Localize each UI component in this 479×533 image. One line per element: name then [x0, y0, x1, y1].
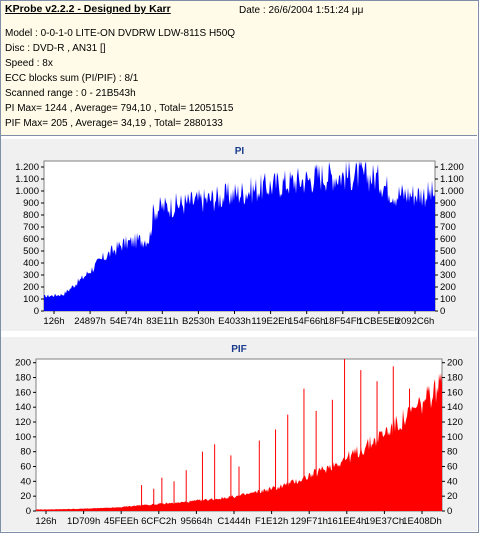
series-area	[44, 161, 435, 311]
x-tick-label: 54E74h	[110, 316, 143, 327]
y-tick-label-right: 1.200	[440, 162, 464, 173]
y-tick-label-right: 200	[447, 358, 463, 369]
y-tick-label-left: 80	[20, 447, 31, 458]
y-tick-label-left: 0	[34, 306, 39, 317]
y-tick-label-left: 900	[23, 198, 39, 209]
y-tick-label-right: 20	[447, 491, 458, 502]
y-tick-label-right: 140	[447, 402, 463, 413]
pif-summary-line: PIF Max= 205 , Average= 34,19 , Total= 2…	[5, 118, 223, 129]
x-tick-label: 2092C6h	[396, 316, 435, 327]
chart-title: PIF	[231, 344, 247, 355]
x-tick-label: 24897h	[74, 316, 106, 327]
y-tick-label-right: 0	[440, 306, 445, 317]
x-tick-label: F1E12h	[255, 516, 288, 527]
pi-chart-panel: PI 0 0 100 100 200 200 300 300 400 400 500 500 600 600…	[1, 139, 477, 331]
y-tick-label-right: 1.100	[440, 174, 464, 185]
range-line: Scanned range : 0 - 21B543h	[5, 88, 136, 99]
y-tick-label-left: 300	[23, 270, 39, 281]
y-tick-label-right: 200	[440, 282, 456, 293]
x-tick-label: B2530h	[182, 316, 215, 327]
x-tick-label: 129F71h	[290, 516, 328, 527]
y-tick-label-right: 1.000	[440, 186, 464, 197]
x-tick-label: 1CBE5Eh	[358, 316, 400, 327]
y-tick-label-left: 1.100	[15, 174, 39, 185]
y-tick-label-left: 140	[15, 402, 31, 413]
y-tick-label-right: 800	[440, 210, 456, 221]
x-tick-label: 154F66h	[288, 316, 326, 327]
y-tick-label-left: 60	[20, 462, 31, 473]
y-tick-label-right: 180	[447, 373, 463, 384]
y-tick-label-right: 40	[447, 476, 458, 487]
chart-title: PI	[235, 146, 245, 157]
info-panel: KProbe v2.2.2 - Designed by Karr Date : …	[1, 1, 477, 136]
scan-date: Date : 26/6/2004 1:51:24 μμ	[239, 5, 364, 16]
y-tick-label-left: 20	[20, 491, 31, 502]
x-tick-label: E4033h	[218, 316, 251, 327]
y-tick-label-right: 300	[440, 270, 456, 281]
y-tick-label-left: 160	[15, 387, 31, 398]
x-tick-label: 119E2Eh	[251, 316, 289, 327]
series-area	[36, 373, 442, 511]
y-tick-label-left: 400	[23, 258, 39, 269]
speed-line: Speed : 8x	[5, 58, 53, 69]
y-tick-label-left: 120	[15, 417, 31, 428]
y-tick-label-left: 200	[15, 358, 31, 369]
y-tick-label-left: 100	[23, 294, 39, 305]
y-tick-label-left: 500	[23, 246, 39, 257]
y-tick-label-left: 100	[15, 432, 31, 443]
pif-chart: PIF 0 0 20 20 40 40 60 60 80 80 100 100 120 120 140 140 1…	[15, 344, 463, 527]
x-tick-label: 6CFC2h	[141, 516, 176, 527]
y-tick-label-right: 700	[440, 222, 456, 233]
y-tick-label-left: 700	[23, 222, 39, 233]
x-tick-label: 18F54Fh	[324, 316, 362, 327]
x-tick-label: 45FEEh	[104, 516, 138, 527]
y-tick-label-left: 200	[23, 282, 39, 293]
x-tick-label: 126h	[43, 316, 64, 327]
x-tick-label: 83E11h	[146, 316, 178, 327]
pif-chart-panel: PIF 0 0 20 20 40 40 60 60 80 80 100 100 120 120 140 140 1…	[1, 337, 477, 531]
x-tick-label: 1E408Dh	[402, 516, 442, 527]
disc-line: Disc : DVD-R , AN31 []	[5, 43, 106, 54]
y-tick-label-right: 0	[447, 506, 452, 517]
y-tick-label-left: 0	[26, 506, 31, 517]
y-tick-label-right: 500	[440, 246, 456, 257]
y-tick-label-left: 600	[23, 234, 39, 245]
y-tick-label-left: 800	[23, 210, 39, 221]
y-tick-label-right: 900	[440, 198, 456, 209]
y-tick-label-right: 120	[447, 417, 463, 428]
ecc-line: ECC blocks sum (PI/PIF) : 8/1	[5, 73, 139, 84]
y-tick-label-left: 180	[15, 373, 31, 384]
x-tick-label: 161EE4h	[327, 516, 366, 527]
y-tick-label-left: 40	[20, 476, 31, 487]
y-tick-label-right: 160	[447, 387, 463, 398]
y-tick-label-right: 80	[447, 447, 458, 458]
y-tick-label-left: 1.200	[15, 162, 39, 173]
y-tick-label-right: 100	[440, 294, 456, 305]
x-tick-label: C1444h	[217, 516, 250, 527]
y-tick-label-right: 100	[447, 432, 463, 443]
x-tick-label: 126h	[35, 516, 56, 527]
app-title: KProbe v2.2.2 - Designed by Karr	[5, 3, 171, 15]
y-tick-label-right: 400	[440, 258, 456, 269]
y-tick-label-left: 1.000	[15, 186, 39, 197]
y-tick-label-right: 600	[440, 234, 456, 245]
y-tick-label-right: 60	[447, 462, 458, 473]
x-tick-label: 19E37Ch	[365, 516, 405, 527]
model-line: Model : 0-0-1-0 LITE-ON DVDRW LDW-811S H…	[5, 28, 236, 39]
pi-summary-line: PI Max= 1244 , Average= 794,10 , Total= …	[5, 103, 234, 114]
x-tick-label: 95664h	[181, 516, 213, 527]
x-tick-label: 1D709h	[67, 516, 100, 527]
